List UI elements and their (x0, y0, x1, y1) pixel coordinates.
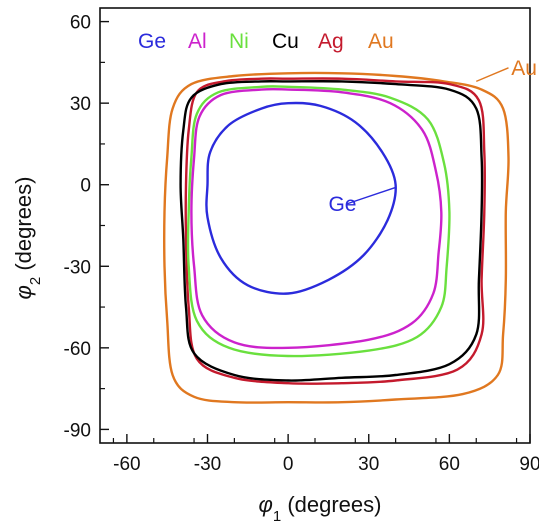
legend-label-ag: Ag (318, 30, 344, 53)
series-line-ni (186, 85, 451, 358)
legend-label-ni: Ni (229, 30, 249, 53)
series-line-al (190, 87, 443, 350)
y-axis-label: φ2 (degrees) (11, 177, 44, 300)
x-tick-label: 90 (519, 454, 539, 475)
y-tick-label: -60 (64, 339, 91, 360)
annotation-label-au: Au (511, 57, 537, 80)
legend-label-au: Au (368, 30, 394, 53)
legend: Ge Al Ni Cu Ag Au (138, 30, 394, 53)
y-tick-label: 30 (70, 94, 91, 115)
curves (163, 71, 510, 404)
x-tick-label: -30 (194, 454, 221, 475)
x-tick-label: 60 (439, 454, 460, 475)
y-tick-label: -30 (64, 257, 91, 278)
x-tick-label: 0 (283, 454, 294, 475)
x-tick-label: 30 (358, 454, 379, 475)
axis-ticks: -60 -30 0 30 60 90 -90 -60 -30 0 30 60 (64, 13, 539, 475)
legend-label-al: Al (188, 30, 207, 53)
y-tick-label: -90 (64, 420, 91, 441)
x-axis-label: φ1 (degrees) (259, 492, 382, 525)
series-line-ag (184, 77, 487, 385)
y-tick-label: 60 (70, 13, 91, 34)
legend-label-ge: Ge (138, 30, 166, 53)
series-line-au (163, 71, 510, 404)
x-tick-label: -60 (113, 454, 140, 475)
annotations: Ge Au (328, 57, 536, 216)
annotation-leader-au (475, 67, 509, 83)
series-line-ge (205, 101, 397, 295)
annotation-label-ge: Ge (328, 193, 356, 216)
annotation-leader-ge (347, 186, 396, 205)
series-line-cu (179, 80, 484, 382)
y-tick-label: 0 (80, 176, 91, 197)
legend-label-cu: Cu (272, 30, 299, 53)
